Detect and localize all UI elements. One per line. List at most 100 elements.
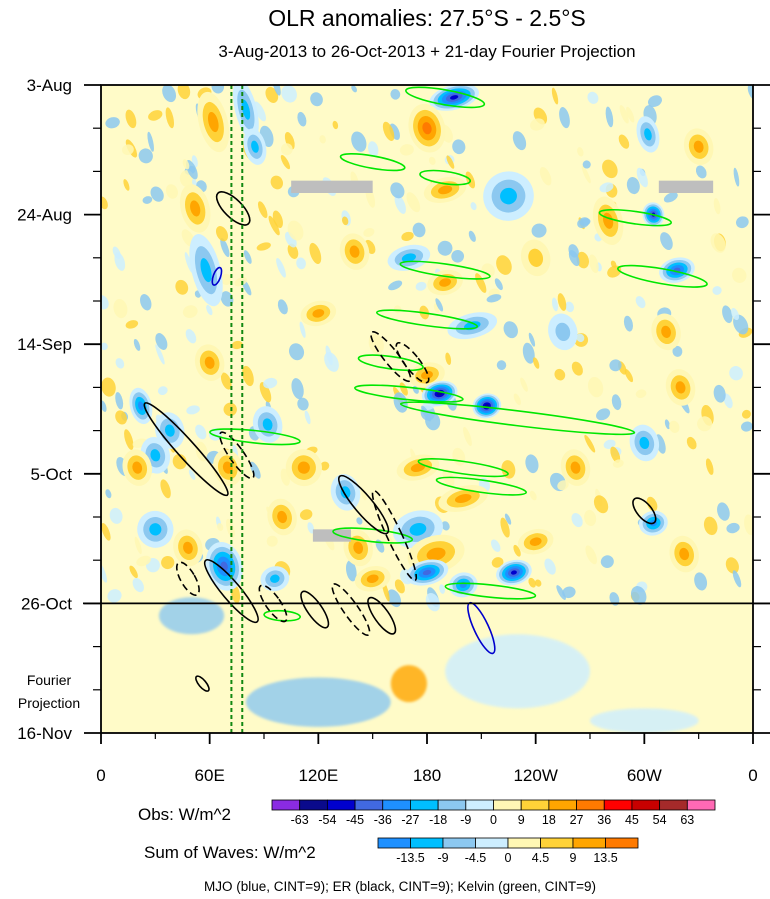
- x-tick-label: 60E: [195, 766, 225, 785]
- obs-texture-cell: [725, 557, 739, 574]
- chart-title: OLR anomalies: 27.5°S - 2.5°S: [268, 5, 586, 31]
- obs-anomaly-blob: [173, 529, 203, 567]
- obs-texture-cell: [160, 479, 171, 499]
- obs-texture-cell: [277, 299, 288, 315]
- missing-data-box: [658, 180, 714, 193]
- obs-texture-cell: [257, 201, 268, 219]
- obs-texture-cell: [161, 555, 175, 570]
- er-contour: [367, 596, 397, 635]
- obs-texture-cell: [577, 147, 584, 157]
- colorbar-level-label: 9: [570, 851, 577, 865]
- obs-texture-cell: [177, 85, 191, 100]
- obs-anomaly-level: [222, 461, 233, 474]
- x-tick-label: 120W: [513, 766, 557, 785]
- obs-texture-cell: [132, 578, 144, 593]
- obs-texture-cell: [234, 277, 248, 287]
- kelvin-contour: [357, 354, 424, 372]
- obs-texture-cell: [175, 279, 189, 295]
- colorbar-swatch: [465, 799, 494, 811]
- obs-anomaly-blob: [496, 559, 532, 586]
- obs-texture-cell: [525, 454, 539, 474]
- obs-anomaly-level: [353, 541, 364, 554]
- obs-anomaly-level: [510, 570, 517, 575]
- obs-texture-cell: [390, 88, 401, 100]
- obs-texture-cell: [747, 85, 753, 100]
- obs-texture-cell: [504, 513, 512, 525]
- er-contour: [175, 561, 200, 596]
- colorbar-swatch: [475, 837, 509, 849]
- colorbar-level-label: 0: [505, 851, 512, 865]
- obs-texture-cell: [148, 110, 163, 121]
- obs-texture-cell: [636, 167, 648, 188]
- obs-texture-cell: [101, 342, 108, 351]
- obs-anomaly-level: [251, 140, 259, 153]
- obs-texture-cell: [697, 416, 713, 432]
- obs-texture-cell: [494, 278, 503, 291]
- obs-anomaly-level: [570, 461, 581, 474]
- kelvin-contour: [419, 169, 472, 186]
- y-tick-label: 5-Oct: [30, 465, 72, 484]
- obs-texture-cell: [635, 389, 647, 398]
- obs-texture-cell: [619, 105, 629, 124]
- obs-texture-cell: [441, 521, 450, 531]
- mjo-contour: [211, 266, 223, 286]
- projection-anomaly-blob: [245, 677, 391, 727]
- obs-texture-cell: [630, 586, 647, 605]
- obs-texture-cell: [722, 305, 733, 324]
- er-contour: [258, 584, 288, 623]
- obs-anomaly-blob: [683, 128, 714, 166]
- obs-anomaly-blob: [252, 406, 283, 443]
- waves-colorbar: -13.5 -9 -4.5 0 4.5 9 13.5: [377, 837, 639, 865]
- obs-texture-cell: [635, 296, 646, 309]
- obs-texture-cell: [304, 410, 311, 425]
- obs-anomaly-level: [241, 99, 251, 120]
- obs-anomaly-level: [297, 461, 310, 474]
- obs-texture-cell: [593, 495, 609, 514]
- obs-texture-cell: [115, 410, 127, 425]
- y-tick-label: 14-Sep: [17, 335, 72, 354]
- obs-texture-cell: [732, 267, 747, 283]
- obs-anomaly-blob: [483, 171, 534, 221]
- colorbar-level-label: -54: [318, 813, 336, 827]
- obs-texture-cell: [559, 107, 570, 129]
- obs-texture-cell: [182, 159, 190, 170]
- obs-texture-cell: [114, 252, 126, 271]
- obs-colorbar: -63 -54 -45 -36 -27 -18 -9 0 9 18 27 36 45 54 63: [271, 799, 716, 827]
- obs-texture-cell: [129, 565, 138, 579]
- obs-texture-cell: [585, 545, 597, 565]
- obs-texture-cell: [345, 560, 357, 582]
- obs-texture-cell: [220, 273, 232, 286]
- projection-anomaly-blob: [445, 634, 590, 709]
- obs-texture-cell: [587, 91, 599, 104]
- colorbar-swatch: [410, 799, 439, 811]
- obs-texture-cell: [217, 523, 224, 531]
- obs-anomaly-level: [204, 356, 215, 369]
- obs-texture-cell: [412, 222, 426, 238]
- obs-texture-cell: [399, 382, 408, 396]
- obs-texture-cell: [287, 220, 304, 241]
- obs-texture-cell: [393, 305, 402, 314]
- obs-texture-cell: [259, 382, 272, 403]
- colorbar-level-label: 27: [570, 813, 584, 827]
- obs-texture-cell: [554, 368, 566, 381]
- obs-texture-cell: [136, 555, 151, 567]
- obs-texture-cell: [394, 194, 406, 214]
- obs-texture-cell: [551, 87, 559, 105]
- obs-anomaly-blob: [285, 449, 322, 487]
- obs-texture-cell: [425, 592, 441, 612]
- colorbar-swatch: [507, 837, 541, 849]
- obs-texture-cell: [624, 369, 634, 383]
- obs-texture-cell: [310, 92, 323, 107]
- y-tick-label: 3-Aug: [27, 76, 72, 95]
- colorbar-level-label: 0: [490, 813, 497, 827]
- obs-anomaly-blob: [300, 300, 337, 327]
- colorbar-swatch: [354, 799, 384, 811]
- obs-texture-cell: [319, 461, 330, 471]
- obs-texture-cell: [611, 394, 622, 411]
- obs-texture-cell: [435, 298, 444, 312]
- obs-texture-cell: [289, 343, 305, 361]
- obs-anomaly-blob: [155, 412, 185, 449]
- obs-texture-cell: [351, 131, 367, 152]
- obs-texture-cell: [513, 544, 521, 557]
- y-tick-label: 16-Nov: [17, 724, 72, 743]
